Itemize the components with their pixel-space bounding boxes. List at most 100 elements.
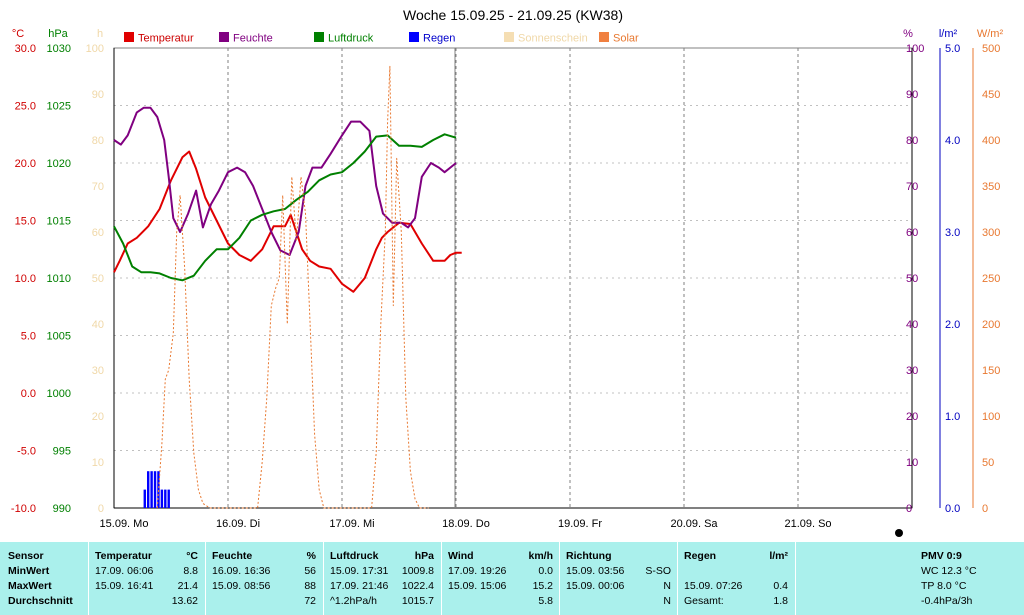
pressure-tick-label: 1025 xyxy=(47,101,71,113)
sun-tick-label: 90 xyxy=(92,89,104,101)
rain-tick-label: 2.0 xyxy=(945,319,960,331)
axis-unit-labels: °C hPa h% l/m² W/m² xyxy=(12,28,1004,40)
sun-unit-label: h xyxy=(97,28,103,40)
humidity-tick-label: 50 xyxy=(906,273,918,285)
max-temp-value: 21.4 xyxy=(177,580,198,592)
solar-tick-label: 500 xyxy=(982,43,1000,55)
humidity-tick-label: 100 xyxy=(906,43,924,55)
max-hum-time: 15.09. 08:56 xyxy=(212,580,271,592)
legend-swatch xyxy=(504,32,514,42)
temp-tick-label: -10.0 xyxy=(11,503,36,515)
header-sensor: Sensor xyxy=(8,550,44,562)
min-dir-time: 15.09. 03:56 xyxy=(566,565,625,577)
rain-bar xyxy=(143,489,146,508)
rain-tick-label: 4.0 xyxy=(945,135,960,147)
header-direction: Richtung xyxy=(566,550,612,562)
legend-swatch xyxy=(599,32,609,42)
rain-bar xyxy=(147,471,150,508)
header-pressure: Luftdruck xyxy=(330,550,379,562)
row-label-max: MaxWert xyxy=(8,580,52,592)
sun-tick-label: 80 xyxy=(92,135,104,147)
header-pmv: PMV 0:9 xyxy=(921,550,962,562)
min-temp-value: 8.8 xyxy=(183,565,198,577)
sun-tick-label: 0 xyxy=(98,503,104,515)
rain-total-value: 1.8 xyxy=(773,595,788,607)
temp-tick-label: 10.0 xyxy=(15,273,36,285)
legend-label: Sonnenschein xyxy=(518,33,588,45)
solar-tick-label: 250 xyxy=(982,273,1000,285)
legend: Temperatur Feuchte Luftdruck Regen Sonnensch… xyxy=(124,32,639,45)
header-humidity: Feuchte xyxy=(212,550,253,562)
sun-tick-label: 70 xyxy=(92,181,104,193)
min-temp-time: 17.09. 06:06 xyxy=(95,565,154,577)
legend-label: Solar xyxy=(613,33,639,45)
header-rain-unit: l/m² xyxy=(769,550,788,562)
feuchte-line xyxy=(113,106,457,256)
sun-tick-label: 50 xyxy=(92,273,104,285)
solar-tick-label: 200 xyxy=(982,319,1000,331)
chart-axes: -10.0 -5.0 0.0 5.0 10.0 15.0 20.0 25.0 30.0 990 99… xyxy=(11,43,1000,515)
header-wind-unit: km/h xyxy=(528,550,553,562)
humidity-tick-label: 70 xyxy=(906,181,918,193)
max-hum-value: 88 xyxy=(304,580,316,592)
sun-tick-label: 40 xyxy=(92,319,104,331)
x-axis-tick-labels: 15.09. Mo 16.09. Di 17.09. Mi 18.09. Do 19.0… xyxy=(100,518,832,530)
pmv-pressure-trend: -0.4hPa/3h xyxy=(921,595,973,607)
pmv-wind-chill: WC 12.3 °C xyxy=(921,565,977,577)
x-tick-label: 16.09. Di xyxy=(216,518,260,530)
temp-tick-label: -5.0 xyxy=(17,446,36,458)
rain-bar xyxy=(167,489,170,508)
solar-tick-label: 100 xyxy=(982,411,1000,423)
solar-tick-label: 300 xyxy=(982,227,1000,239)
sun-tick-label: 10 xyxy=(92,457,104,469)
avg-wind-value: 5.8 xyxy=(538,595,553,607)
humidity-tick-label: 40 xyxy=(906,319,918,331)
legend-swatch xyxy=(219,32,229,42)
temp-tick-label: 30.0 xyxy=(15,43,36,55)
solar-unit-label: W/m² xyxy=(977,28,1004,40)
min-press-value: 1009.8 xyxy=(401,565,434,577)
humidity-tick-label: 30 xyxy=(906,365,918,377)
x-tick-label: 15.09. Mo xyxy=(100,518,149,530)
rain-tick-label: 5.0 xyxy=(945,43,960,55)
sun-tick-label: 100 xyxy=(86,43,104,55)
pressure-tick-label: 1005 xyxy=(47,331,71,343)
header-temperature-unit: °C xyxy=(186,550,198,562)
rain-tick-label: 0.0 xyxy=(945,503,960,515)
max-press-time: 17.09. 21:46 xyxy=(330,580,389,592)
chart-title: Woche 15.09.25 - 21.09.25 (KW38) xyxy=(403,7,623,23)
legend-label: Temperatur xyxy=(138,33,194,45)
sun-tick-label: 60 xyxy=(92,227,104,239)
legend-label: Feuchte xyxy=(233,33,273,45)
temp-unit-label: °C xyxy=(12,28,24,40)
pressure-tick-label: 990 xyxy=(53,503,71,515)
pressure-tick-label: 1000 xyxy=(47,388,71,400)
pressure-unit-label: hPa xyxy=(48,28,68,40)
max-press-value: 1022.4 xyxy=(401,580,434,592)
temp-tick-label: 15.0 xyxy=(15,216,36,228)
min-hum-time: 16.09. 16:36 xyxy=(212,565,271,577)
solar-tick-label: 0 xyxy=(982,503,988,515)
luftdruck-line xyxy=(113,133,457,282)
humidity-tick-label: 80 xyxy=(906,135,918,147)
header-rain: Regen xyxy=(684,550,717,562)
humidity-tick-label: 0 xyxy=(906,503,912,515)
humidity-tick-label: 10 xyxy=(906,457,918,469)
sun-tick-label: 20 xyxy=(92,411,104,423)
solar-tick-label: 400 xyxy=(982,135,1000,147)
rain-unit-label: l/m² xyxy=(939,28,958,40)
max-dir-value: N xyxy=(663,580,671,592)
min-wind-value: 0.0 xyxy=(538,565,553,577)
pressure-tick-label: 1010 xyxy=(47,273,71,285)
x-tick-label: 19.09. Fr xyxy=(558,518,602,530)
x-tick-label: 17.09. Mi xyxy=(329,518,374,530)
rain-tick-label: 1.0 xyxy=(945,411,960,423)
legend-label: Luftdruck xyxy=(328,33,374,45)
weather-week-chart: Woche 15.09.25 - 21.09.25 (KW38) Tempera… xyxy=(11,7,1004,537)
legend-swatch xyxy=(409,32,419,42)
humidity-tick-label: 60 xyxy=(906,227,918,239)
solar-tick-label: 450 xyxy=(982,89,1000,101)
legend-swatch xyxy=(124,32,134,42)
temp-tick-label: 25.0 xyxy=(15,101,36,113)
rain-bar xyxy=(160,489,164,508)
